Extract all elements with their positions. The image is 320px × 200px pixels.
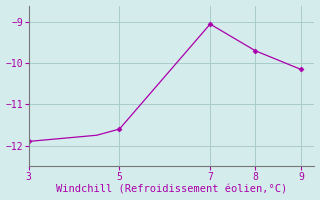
X-axis label: Windchill (Refroidissement éolien,°C): Windchill (Refroidissement éolien,°C)	[56, 184, 287, 194]
